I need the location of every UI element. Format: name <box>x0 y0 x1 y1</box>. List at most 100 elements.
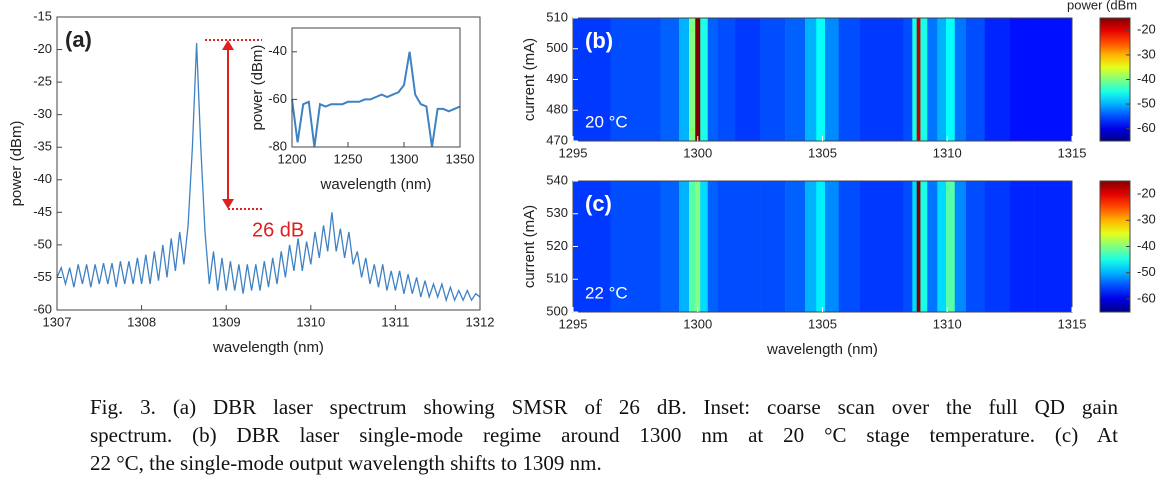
x-tick-label: 1300 <box>683 316 712 331</box>
heat-cell <box>903 18 913 141</box>
heat-cell <box>884 181 904 312</box>
heat-cell <box>610 181 636 312</box>
heat-cell <box>920 181 928 312</box>
heat-cell <box>689 18 696 141</box>
y-tick-label: 510 <box>546 9 568 24</box>
heat-cell <box>920 18 928 141</box>
colorbar-tick-label: -50 <box>1137 96 1156 111</box>
heat-cell <box>1034 181 1060 312</box>
panel-label: (b) <box>585 28 613 53</box>
heat-cell <box>816 181 826 312</box>
heat-cell <box>824 181 840 312</box>
heat-cell <box>1009 18 1035 141</box>
heat-cell <box>585 181 611 312</box>
heat-cell <box>707 181 719 312</box>
heat-cell <box>610 18 636 141</box>
heat-cell <box>735 181 761 312</box>
y-tick-label: 470 <box>546 132 568 147</box>
panel-label: (a) <box>65 27 92 52</box>
heat-cell <box>1059 18 1073 141</box>
heat-cell <box>805 18 817 141</box>
colorbar-tick-label: -60 <box>1137 120 1156 135</box>
figure: 26 dB 1307 1308 1309 1310 1311 1312 -60 -55 -50 -… <box>8 0 1156 358</box>
heat-cell <box>695 18 701 141</box>
heat-cell <box>635 18 661 141</box>
heat-cell <box>824 18 840 141</box>
colorbar-tick-label: -60 <box>1137 290 1156 305</box>
y-tick-label: -20 <box>33 41 52 56</box>
colorbar-tick-label: -50 <box>1137 264 1156 279</box>
heat-cell <box>937 18 947 141</box>
heat-cell <box>735 18 761 141</box>
x-tick-label: 1300 <box>390 151 419 166</box>
heat-cell <box>585 18 611 141</box>
heat-cell <box>695 181 701 312</box>
heat-cell <box>912 18 917 141</box>
caption-line: spectrum. (b) DBR laser single-mode regi… <box>90 423 1118 447</box>
colorbar <box>1099 180 1131 313</box>
heat-cell <box>785 181 806 312</box>
heat-cell <box>838 18 861 141</box>
x-tick-label: 1307 <box>43 314 72 329</box>
y-tick-label: -45 <box>33 204 52 219</box>
heat-cell <box>838 181 861 312</box>
y-tick-label: 540 <box>546 172 568 187</box>
x-tick-label: 1308 <box>127 314 156 329</box>
y-tick-label: -35 <box>33 139 52 154</box>
heat-cell <box>700 181 709 312</box>
heat-cell <box>816 18 826 141</box>
heat-cell <box>1059 181 1073 312</box>
x-tick-label: 1305 <box>808 145 837 160</box>
heat-cell <box>679 18 690 141</box>
heat-cell <box>760 18 786 141</box>
inset-background <box>292 28 460 147</box>
heat-cell <box>717 181 736 312</box>
x-tick-label: 1295 <box>559 316 588 331</box>
y-tick-label: -25 <box>33 74 52 89</box>
x-tick-label: 1309 <box>212 314 241 329</box>
heat-cell <box>859 181 886 312</box>
x-tick-label: 1350 <box>446 151 475 166</box>
y-tick-label: 520 <box>546 238 568 253</box>
x-tick-label: 1200 <box>278 151 307 166</box>
x-axis-label: wavelength (nm) <box>320 176 432 193</box>
x-tick-label: 1312 <box>466 314 495 329</box>
heat-cell <box>927 18 938 141</box>
y-axis-label: power (dBm) <box>249 45 266 131</box>
heat-cell <box>660 181 680 312</box>
heat-cell <box>635 181 661 312</box>
heat-cell <box>965 18 985 141</box>
heat-cell <box>912 181 917 312</box>
x-axis-label: wavelength (nm) <box>212 339 324 356</box>
y-tick-label: 530 <box>546 205 568 220</box>
y-tick-label: -60 <box>33 301 52 316</box>
x-tick-label: 1295 <box>559 145 588 160</box>
heat-cell <box>700 18 709 141</box>
y-tick-label: -30 <box>33 106 52 121</box>
heat-cell <box>937 181 947 312</box>
heat-cell <box>785 18 806 141</box>
colorbar-tick-label: -40 <box>1137 238 1156 253</box>
x-tick-label: 1310 <box>933 145 962 160</box>
y-tick-label: -80 <box>268 138 287 153</box>
heat-cell <box>954 18 967 141</box>
plot-frame <box>291 27 461 148</box>
temperature-label: 22 °C <box>585 283 628 302</box>
heat-cell <box>916 181 921 312</box>
heat-cell <box>965 181 985 312</box>
heat-cell <box>760 181 786 312</box>
colorbar-tick-label: -30 <box>1137 46 1156 61</box>
x-tick-label: 1305 <box>808 316 837 331</box>
x-tick-label: 1300 <box>683 145 712 160</box>
y-tick-label: -40 <box>33 171 52 186</box>
smsr-label: 26 dB <box>252 219 304 241</box>
y-tick-label: -50 <box>33 236 52 251</box>
colorbar-tick-label: -30 <box>1137 212 1156 227</box>
y-axis-label: current (mA) <box>521 38 538 121</box>
y-tick-label: -55 <box>33 269 52 284</box>
y-axis-label: power (dBm) <box>8 121 25 207</box>
heat-cell <box>805 181 817 312</box>
heat-cell <box>1034 18 1060 141</box>
caption-line: 22 °C, the single-mode output wavelength… <box>90 451 602 475</box>
